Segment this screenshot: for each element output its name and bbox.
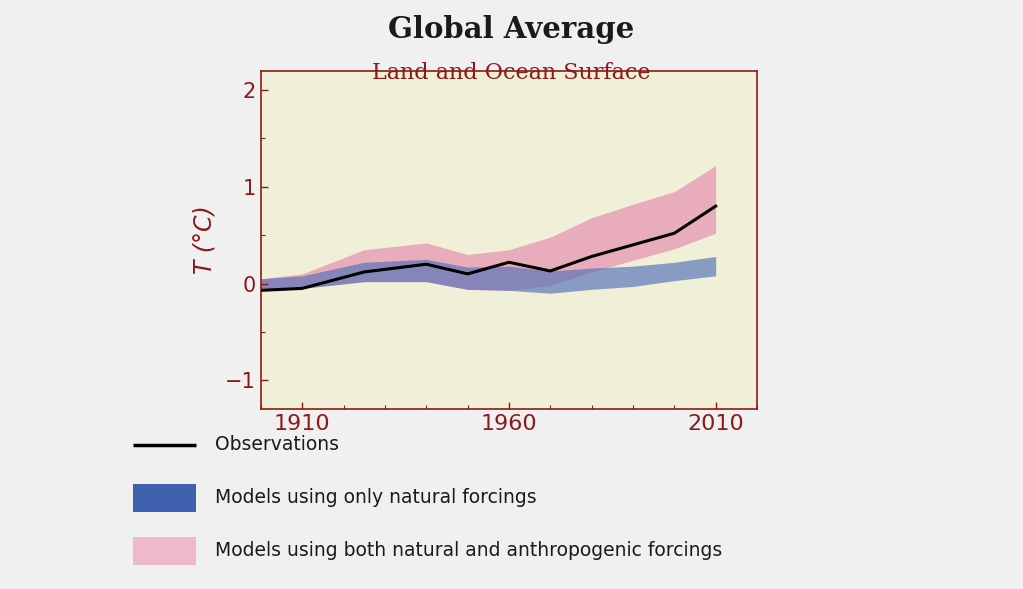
Text: Observations: Observations bbox=[215, 435, 339, 454]
Text: Models using only natural forcings: Models using only natural forcings bbox=[215, 488, 536, 507]
Text: Land and Ocean Surface: Land and Ocean Surface bbox=[372, 62, 651, 84]
Text: Global Average: Global Average bbox=[389, 15, 634, 44]
Text: Models using both natural and anthropogenic forcings: Models using both natural and anthropoge… bbox=[215, 541, 722, 560]
Y-axis label: T (°C): T (°C) bbox=[193, 206, 217, 274]
